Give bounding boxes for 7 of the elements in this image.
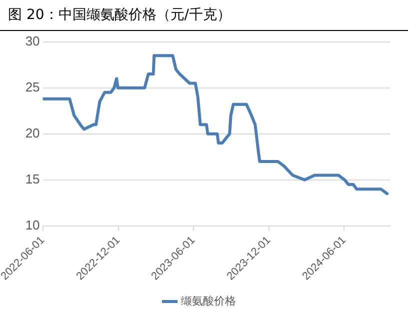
y-tick-label: 25 (25, 79, 40, 94)
y-tick-label: 10 (25, 217, 40, 232)
y-tick-label: 20 (25, 125, 40, 140)
chart-title: 图 20：中国缬氨酸价格（元/千克） (0, 0, 408, 31)
legend-label: 缬氨酸价格 (180, 294, 236, 308)
y-tick-label: 15 (25, 171, 40, 186)
y-tick-label: 30 (25, 33, 40, 48)
